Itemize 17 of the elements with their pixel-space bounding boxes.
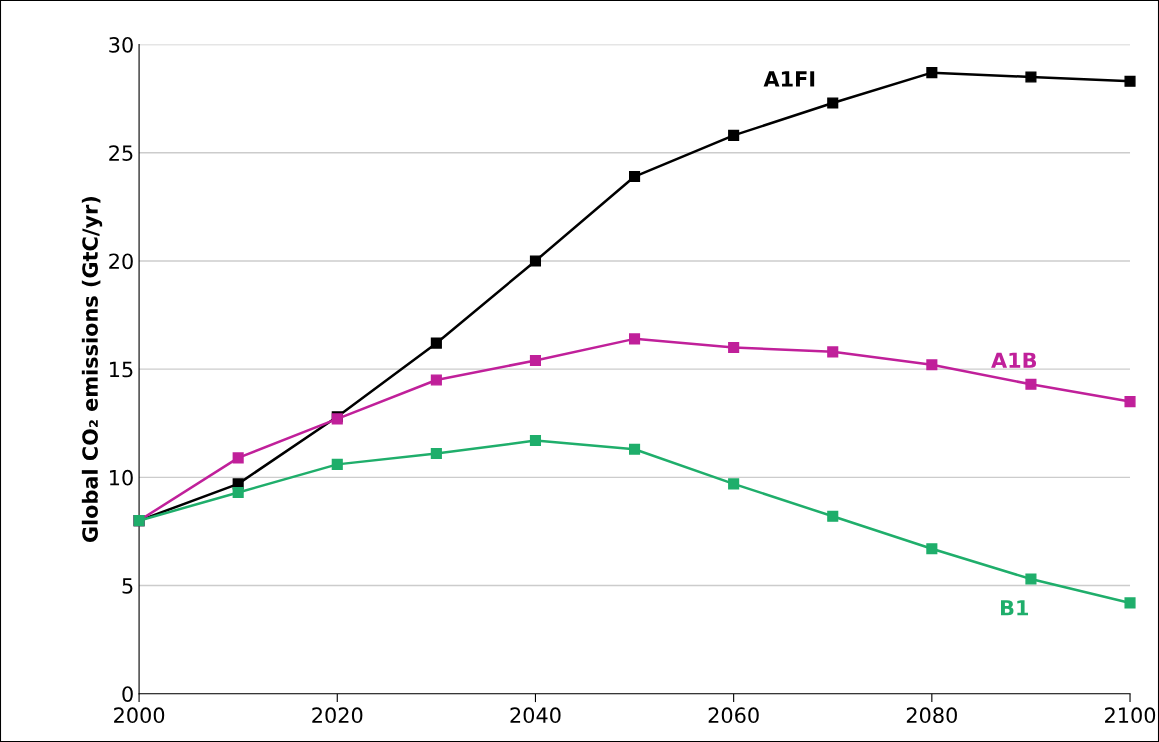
y-axis-title: Global CO₂ emissions (GtC/yr) xyxy=(81,197,103,543)
x-tick-label: 2040 xyxy=(510,707,561,724)
series-label: B1 xyxy=(1000,600,1029,616)
x-tick-label: 2020 xyxy=(312,707,363,724)
y-tick-label: 10 xyxy=(110,469,133,486)
x-tick-label: 2060 xyxy=(708,707,759,724)
y-tick-label: 20 xyxy=(109,253,133,270)
x-tick-label: 2000 xyxy=(114,707,165,724)
series-label: A1B xyxy=(991,352,1037,368)
y-tick-label: 30 xyxy=(109,36,133,53)
x-tick-label: 2100 xyxy=(1105,707,1156,724)
x-tick-label: 2080 xyxy=(906,707,957,724)
series-label: A1FI xyxy=(763,71,815,87)
y-tick-label: 0 xyxy=(122,686,133,702)
y-tick-label: 15 xyxy=(110,361,133,378)
y-tick-label: 5 xyxy=(122,578,133,594)
y-tick-label: 25 xyxy=(109,145,133,161)
